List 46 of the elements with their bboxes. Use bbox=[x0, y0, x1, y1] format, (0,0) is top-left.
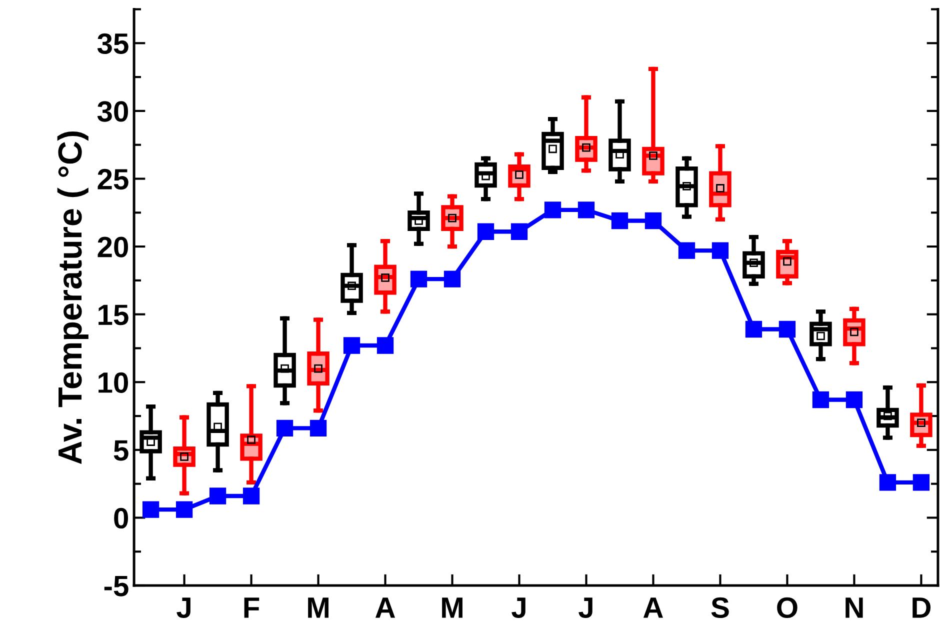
point bbox=[276, 420, 294, 437]
x-tick-label: A bbox=[375, 598, 396, 618]
point bbox=[812, 391, 830, 408]
point bbox=[578, 202, 595, 218]
point bbox=[343, 337, 360, 354]
y-tick-label: 30 bbox=[97, 101, 128, 122]
y-axis-title: Av. Temperature ( °C) bbox=[57, 132, 88, 464]
x-tick-label: M bbox=[308, 598, 328, 618]
point bbox=[544, 202, 562, 218]
point bbox=[477, 223, 494, 240]
x-tick-label: A bbox=[643, 598, 663, 618]
point bbox=[376, 337, 394, 354]
point bbox=[912, 474, 930, 491]
x-tick-label: O bbox=[777, 597, 798, 618]
point bbox=[176, 501, 193, 518]
point bbox=[745, 320, 762, 338]
x-tick-label: N bbox=[846, 598, 863, 618]
point bbox=[611, 212, 628, 230]
y-tick-label: 35 bbox=[97, 33, 128, 54]
point bbox=[712, 242, 729, 259]
point bbox=[410, 270, 428, 288]
y-tick-label: -5 bbox=[104, 576, 128, 596]
point bbox=[310, 420, 327, 437]
point bbox=[644, 212, 662, 230]
y-tick-label: 5 bbox=[114, 440, 128, 461]
y-tick-label: 15 bbox=[98, 304, 128, 326]
y-tick-label: 0 bbox=[114, 508, 128, 529]
point bbox=[142, 501, 160, 518]
x-tick-label: F bbox=[244, 598, 260, 618]
x-tick-label: D bbox=[912, 598, 931, 618]
x-tick-label: J bbox=[578, 598, 592, 618]
point bbox=[209, 488, 226, 504]
point bbox=[678, 242, 696, 259]
x-tick-label: S bbox=[711, 597, 729, 618]
x-tick-label: J bbox=[512, 598, 526, 618]
y-tick-label: 25 bbox=[98, 168, 128, 190]
point bbox=[510, 223, 528, 240]
point bbox=[444, 270, 461, 288]
x-tick-label: M bbox=[442, 598, 462, 618]
point bbox=[846, 391, 863, 408]
point bbox=[242, 488, 260, 504]
y-tick-label: 10 bbox=[98, 372, 128, 393]
y-tick-label: 20 bbox=[98, 236, 128, 258]
x-tick-label: J bbox=[176, 598, 190, 618]
point bbox=[778, 320, 796, 338]
point bbox=[879, 474, 896, 491]
